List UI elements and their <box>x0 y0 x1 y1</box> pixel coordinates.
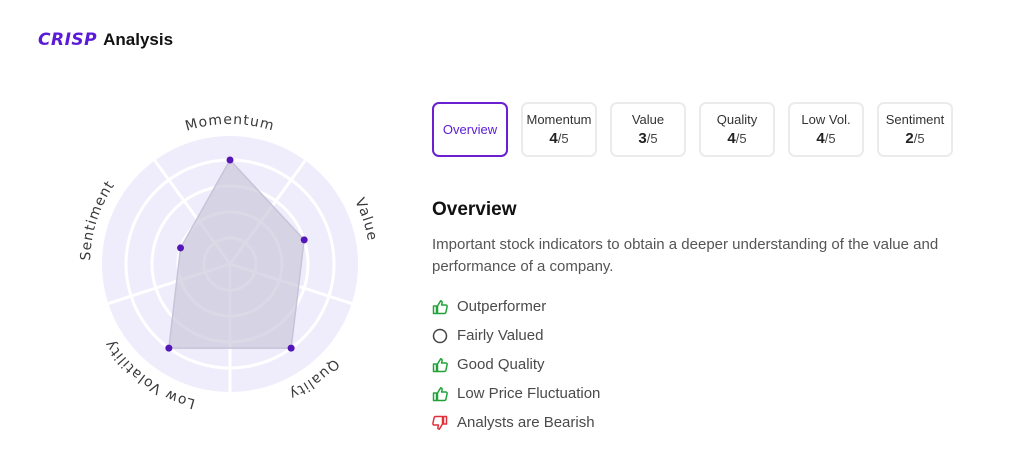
tab-score: 4/5 <box>549 130 569 147</box>
overview-heading: Overview <box>432 199 517 220</box>
radar-point <box>226 156 234 164</box>
tab-quality[interactable]: Quality 4/5 <box>699 102 775 157</box>
tab-momentum[interactable]: Momentum 4/5 <box>521 102 597 157</box>
tab-sentiment[interactable]: Sentiment 2/5 <box>877 102 953 157</box>
radar-point <box>165 344 173 352</box>
indicator-text: Fairly Valued <box>457 327 544 344</box>
tab-low-volatility[interactable]: Low Vol. 4/5 <box>788 102 864 157</box>
indicator-text: Good Quality <box>457 356 545 373</box>
indicator-text: Analysts are Bearish <box>457 414 595 431</box>
tab-score: 4/5 <box>816 130 836 147</box>
thumbs-up-icon <box>432 386 448 402</box>
thumbs-down-icon <box>432 415 448 431</box>
list-item: Outperformer <box>432 292 600 321</box>
tab-value[interactable]: Value 3/5 <box>610 102 686 157</box>
tab-label: Overview <box>442 122 498 137</box>
tab-label: Sentiment <box>885 112 945 127</box>
page-title: Analysis <box>103 30 174 49</box>
axis-label: Momentum <box>184 112 277 135</box>
list-item: Low Price Fluctuation <box>432 379 600 408</box>
tab-score: 4/5 <box>727 130 747 147</box>
thumbs-up-icon <box>432 299 448 315</box>
crisp-logo: CRISP <box>38 30 98 50</box>
radar-chart: Momentum Value Quality Low Volatility Sentim… <box>60 80 400 420</box>
thumbs-up-icon <box>432 357 448 373</box>
radar-score-shape <box>168 158 305 349</box>
tab-label: Low Vol. <box>801 112 851 127</box>
axis-label: Value <box>351 196 380 243</box>
tab-score: 3/5 <box>638 130 658 147</box>
tab-label: Momentum <box>526 112 592 127</box>
list-item: Fairly Valued <box>432 321 600 350</box>
indicator-text: Outperformer <box>457 298 547 315</box>
tab-bar: Overview Momentum 4/5 Value 3/5 Quality … <box>432 102 953 157</box>
radar-point <box>287 344 295 352</box>
tab-label: Value <box>631 112 665 127</box>
indicator-text: Low Price Fluctuation <box>457 385 601 402</box>
list-item: Analysts are Bearish <box>432 408 600 437</box>
radar-point <box>177 244 185 252</box>
indicator-list: Outperformer Fairly Valued Good Quality … <box>432 292 600 437</box>
list-item: Good Quality <box>432 350 600 379</box>
tab-score: 2/5 <box>905 130 925 147</box>
app-header: CRISP Analysis <box>38 30 173 50</box>
overview-description: Important stock indicators to obtain a d… <box>432 236 939 275</box>
circle-icon <box>432 328 448 344</box>
tab-overview[interactable]: Overview <box>432 102 508 157</box>
radar-point <box>300 236 308 244</box>
tab-label: Quality <box>716 112 758 127</box>
